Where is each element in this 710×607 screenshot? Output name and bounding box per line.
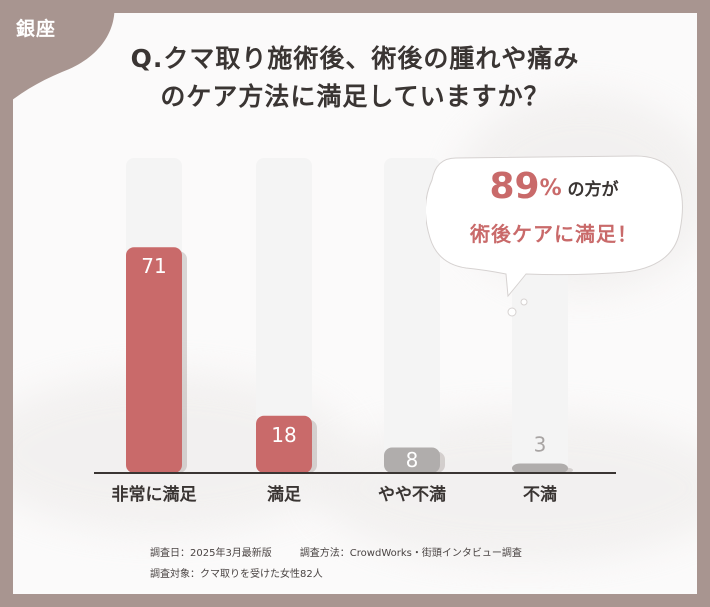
footer-target: 調査対象：クマ取りを受けた女性82人 (150, 569, 323, 580)
title-line-1: Q.クマ取り施術後、術後の腫れや痛み (130, 44, 580, 73)
callout-percent: 89 (489, 166, 540, 207)
bar-0 (126, 247, 182, 473)
x-tick-3: 不満 (523, 484, 557, 505)
bar-track (384, 158, 440, 473)
corner-badge (0, 0, 115, 110)
bars: 71 18 8 3 (126, 247, 573, 473)
callout-percent-sign: % (539, 176, 562, 201)
callout-bubble (426, 155, 683, 317)
bar-1 (256, 415, 312, 473)
survey-footer: 調査日：2025年3月最新版 調査方法：CrowdWorks・街頭インタビュー調査… (150, 543, 550, 585)
footer-method: 調査方法：CrowdWorks・街頭インタビュー調査 (299, 548, 522, 559)
location-label: 銀座 (16, 18, 57, 40)
bar-2 (384, 447, 440, 473)
data-label-0: 71 (141, 254, 166, 278)
x-tick-labels: 非常に満足 満足 やや不満 不満 (112, 484, 558, 505)
x-tick-1: 満足 (267, 484, 301, 505)
bar-track (256, 158, 312, 473)
bar-3 (512, 463, 568, 473)
callout-line-1: 89% の方が (434, 166, 674, 207)
callout-suffix: の方が (567, 180, 619, 200)
footer-date: 調査日：2025年3月最新版 (150, 548, 272, 559)
callout-line-2: 術後ケアに満足！ (470, 222, 638, 246)
title-line-2: のケア方法に満足していますか？ (160, 82, 550, 111)
x-tick-2: やや不満 (378, 484, 446, 505)
data-label-1: 18 (271, 423, 296, 447)
data-label-3: 3 (534, 432, 547, 456)
data-label-2: 8 (406, 448, 419, 472)
x-tick-0: 非常に満足 (112, 484, 197, 505)
chart-title: Q.クマ取り施術後、術後の腫れや痛み のケア方法に満足していますか？ (0, 40, 710, 116)
